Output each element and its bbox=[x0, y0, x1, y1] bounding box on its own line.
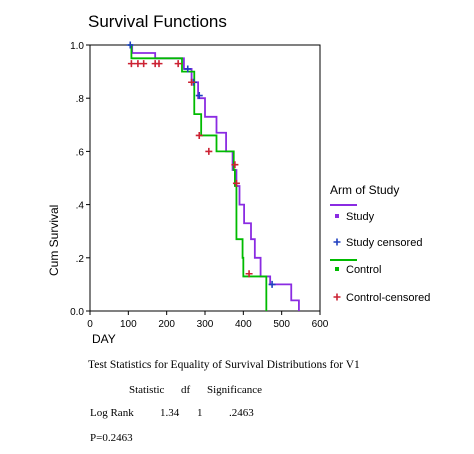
series-control-line bbox=[128, 44, 268, 311]
p-value: P=0.2463 bbox=[90, 432, 133, 444]
control-censored-marker bbox=[195, 131, 203, 139]
study-censored-marker bbox=[268, 280, 276, 288]
study-censored-marker bbox=[126, 41, 134, 49]
x-tick-label: 400 bbox=[235, 319, 252, 330]
legend-label: Control-censored bbox=[346, 292, 430, 304]
legend-marker-plus bbox=[333, 238, 341, 246]
x-tick-label: 300 bbox=[197, 319, 214, 330]
series-study-line bbox=[128, 44, 300, 311]
y-tick-label: 1.0 bbox=[70, 41, 84, 52]
legend-label: Study bbox=[346, 211, 375, 223]
series-layer bbox=[128, 44, 300, 311]
stats-heading: Test Statistics for Equality of Survival… bbox=[88, 359, 360, 371]
control-censored-marker bbox=[231, 161, 239, 169]
legend-label: Study censored bbox=[346, 237, 422, 249]
legend-marker-square bbox=[335, 214, 339, 218]
control-censored-marker bbox=[127, 60, 135, 68]
y-tick-label: .8 bbox=[76, 94, 85, 105]
study-censored-marker bbox=[184, 65, 192, 73]
y-axis-ticks: 0.0 .2 .4 .6 .8 1.0 bbox=[70, 41, 90, 318]
x-tick-label: 600 bbox=[312, 319, 329, 330]
x-tick-label: 100 bbox=[120, 319, 137, 330]
control-censored-marker bbox=[140, 60, 148, 68]
legend-label: Control bbox=[346, 264, 381, 276]
control-censored-marker bbox=[205, 147, 213, 155]
x-tick-label: 0 bbox=[87, 319, 93, 330]
legend: Study Study censored Control Control-censor… bbox=[330, 204, 430, 304]
control-censored-marker bbox=[245, 270, 253, 278]
legend-marker-square bbox=[335, 267, 339, 271]
stats-col-statistic: Statistic bbox=[129, 384, 165, 396]
y-tick-label: .6 bbox=[76, 147, 85, 158]
stats-row-significance: .2463 bbox=[229, 407, 254, 419]
control-censored-marker bbox=[155, 60, 163, 68]
control-censored-marker bbox=[188, 78, 196, 86]
x-tick-label: 200 bbox=[158, 319, 175, 330]
y-axis-label: Cum Survival bbox=[47, 205, 61, 276]
study-censored-marker bbox=[195, 92, 203, 100]
legend-title: Arm of Study bbox=[330, 183, 399, 197]
stats-row-statistic: 1.34 bbox=[160, 407, 180, 419]
stats-col-df: df bbox=[181, 384, 191, 396]
y-tick-label: .4 bbox=[76, 201, 85, 212]
censor-layer bbox=[126, 41, 276, 288]
control-censored-marker bbox=[232, 179, 240, 187]
x-tick-label: 500 bbox=[273, 319, 290, 330]
stats-row-df: 1 bbox=[197, 407, 203, 419]
chart-title: Survival Functions bbox=[88, 12, 227, 31]
x-axis-label: DAY bbox=[92, 332, 116, 346]
legend-marker-plus bbox=[333, 293, 341, 301]
y-tick-label: 0.0 bbox=[70, 307, 84, 318]
plot-area bbox=[89, 44, 321, 312]
stats-row-label: Log Rank bbox=[90, 407, 134, 419]
y-tick-label: .2 bbox=[76, 254, 85, 265]
x-axis-ticks: 0 100 200 300 400 500 600 bbox=[87, 311, 329, 330]
control-censored-marker bbox=[174, 60, 182, 68]
stats-col-significance: Significance bbox=[207, 384, 262, 396]
